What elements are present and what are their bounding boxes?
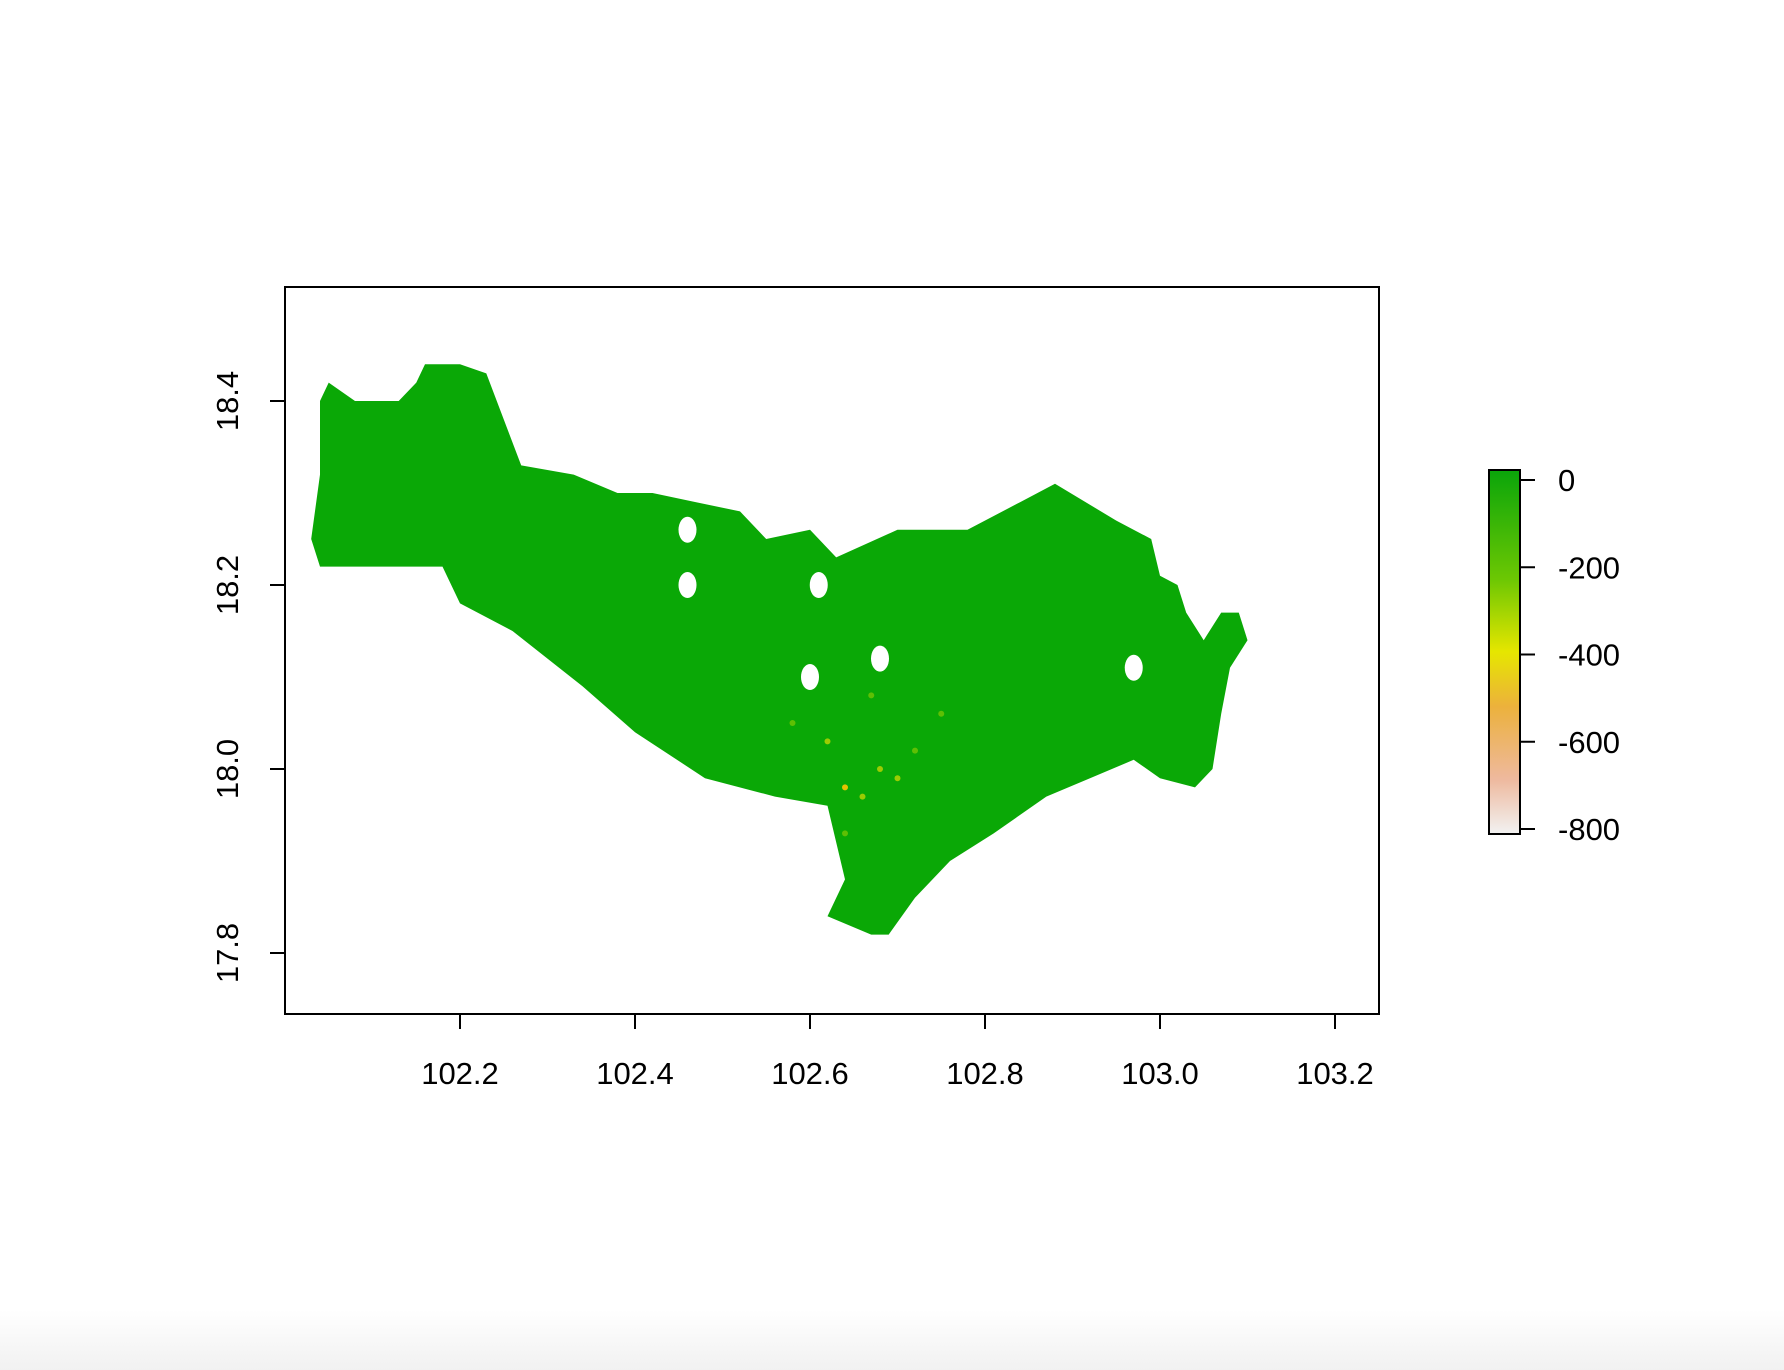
colorbar-tick-label: -400 bbox=[1558, 638, 1620, 673]
colorbar-tick-label: 0 bbox=[1558, 463, 1575, 498]
value-spot bbox=[912, 747, 918, 754]
value-spot bbox=[842, 830, 848, 837]
raster-region bbox=[311, 364, 1248, 935]
y-tick-label: 18.0 bbox=[210, 739, 245, 799]
nodata-gap bbox=[809, 572, 828, 598]
colorbar-tick-label: -600 bbox=[1558, 725, 1620, 760]
value-spot bbox=[789, 720, 796, 726]
x-tick-label: 102.8 bbox=[946, 1056, 1024, 1091]
window-bottom-edge bbox=[0, 1310, 1784, 1370]
nodata-gaps bbox=[678, 516, 1143, 690]
y-axis: 17.8 18.0 18.2 18.4 bbox=[210, 371, 286, 983]
y-tick-label: 18.4 bbox=[210, 371, 245, 431]
y-tick-label: 17.8 bbox=[210, 923, 245, 983]
value-spot bbox=[859, 793, 866, 800]
colorbar-tick-label: -200 bbox=[1558, 550, 1620, 585]
low-value-spots bbox=[789, 692, 945, 837]
nodata-gap bbox=[801, 664, 819, 690]
y-tick-label: 18.2 bbox=[210, 555, 245, 615]
colorbar-ticks: 0 -200 -400 -600 -800 bbox=[1520, 463, 1620, 847]
x-tick-label: 102.6 bbox=[771, 1056, 849, 1091]
value-spot bbox=[877, 766, 883, 772]
x-tick-label: 103.0 bbox=[1121, 1056, 1199, 1091]
x-tick-label: 103.2 bbox=[1296, 1056, 1374, 1091]
nodata-gap bbox=[678, 572, 697, 598]
colorbar-gradient bbox=[1488, 469, 1521, 835]
raster-layer bbox=[311, 364, 1248, 935]
x-tick-label: 102.2 bbox=[421, 1056, 499, 1091]
nodata-gap bbox=[1124, 654, 1143, 681]
nodata-gap bbox=[871, 645, 889, 672]
value-spot bbox=[842, 784, 848, 791]
nodata-gap bbox=[678, 516, 697, 543]
value-spot bbox=[824, 738, 831, 745]
value-spot bbox=[938, 710, 945, 717]
x-tick-label: 102.4 bbox=[596, 1056, 674, 1091]
value-spot bbox=[868, 692, 875, 699]
colorbar-legend: 0 -200 -400 -600 -800 bbox=[1488, 463, 1620, 847]
value-spot bbox=[894, 775, 901, 782]
colorbar-tick-label: -800 bbox=[1558, 812, 1620, 847]
x-axis: 102.2 102.4 102.6 102.8 103.0 103.2 bbox=[421, 1013, 1374, 1091]
